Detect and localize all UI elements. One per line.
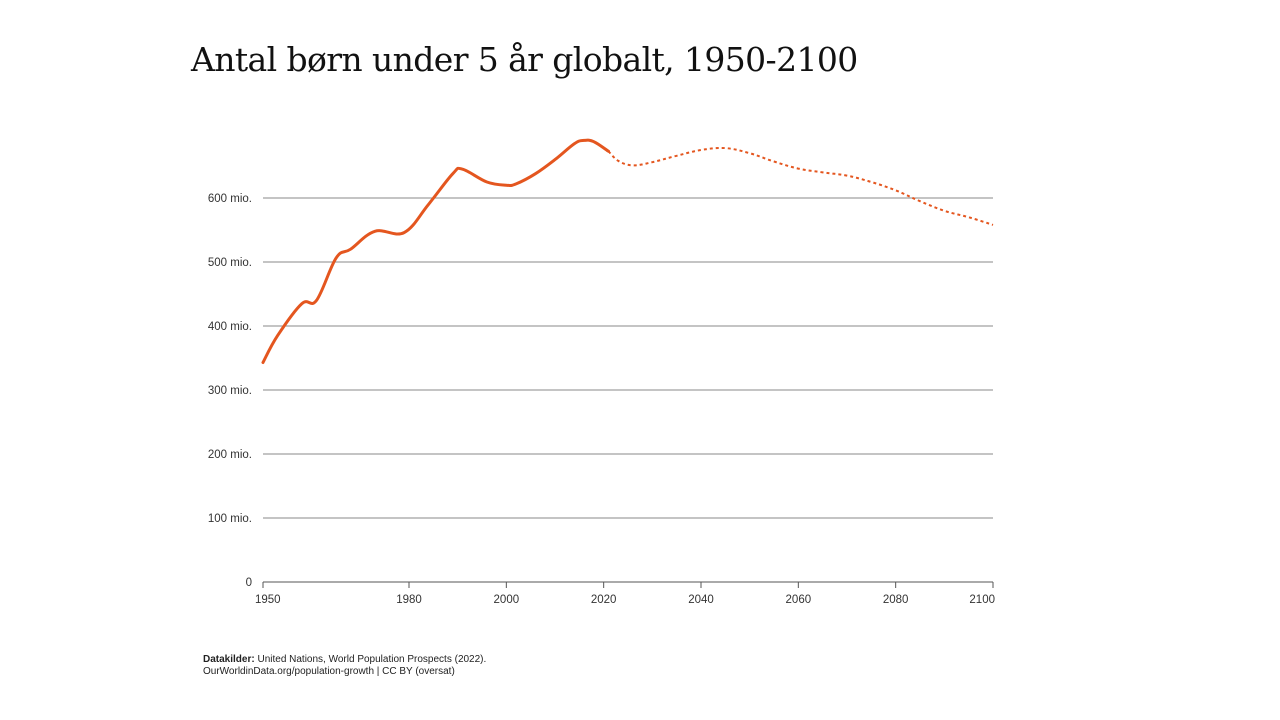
x-tick-label: 1980: [396, 594, 422, 606]
chart-title: Antal børn under 5 år globalt, 1950-2100: [191, 40, 858, 79]
y-tick-label: 600 mio.: [208, 193, 252, 205]
y-tick-label: 100 mio.: [208, 513, 252, 525]
x-tick-label: 2080: [883, 594, 909, 606]
x-tick-label: 2040: [688, 594, 714, 606]
x-tick-label: 2020: [591, 594, 617, 606]
y-tick-label: 300 mio.: [208, 385, 252, 397]
source-text: United Nations, World Population Prospec…: [257, 654, 487, 665]
y-tick-label: 200 mio.: [208, 449, 252, 461]
source-url: OurWorldinData.org/population-growth | C…: [203, 666, 455, 677]
series-line-prognose: [607, 146, 994, 226]
grid-lines: [263, 197, 993, 519]
y-tick-label: 400 mio.: [208, 321, 252, 333]
x-tick-label: 1950: [255, 594, 281, 606]
axes: 0 100 mio. 200 mio. 300 mio. 400 mio. 500 mio…: [208, 193, 995, 606]
source-label: Datakilder:: [203, 654, 255, 665]
x-tick-label: 2100: [969, 594, 995, 606]
y-tick-label: 500 mio.: [208, 257, 252, 269]
source-note: Datakilder: United Nations, World Popula…: [203, 654, 486, 678]
x-tick-label: 2000: [494, 594, 520, 606]
x-tick-label: 2060: [786, 594, 812, 606]
series-line-historisk: [261, 138, 610, 364]
y-tick-label: 0: [246, 577, 252, 589]
series-lines: [261, 138, 994, 364]
